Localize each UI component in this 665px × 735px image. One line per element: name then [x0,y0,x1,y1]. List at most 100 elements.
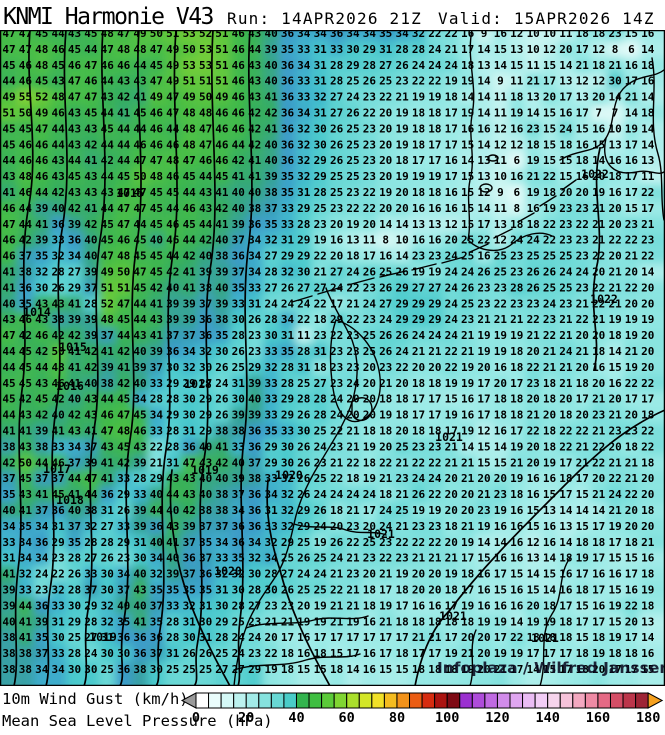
gust-value: 49 [101,266,114,279]
gust-value: 30 [232,393,245,406]
gust-cell [639,216,665,233]
gust-value: 46 [101,59,115,72]
gust-value: 13 [477,170,490,183]
gust-value: 16 [559,584,573,597]
gust-cell [66,152,83,169]
gust-value: 26 [527,266,541,279]
gust-value: 40 [2,504,15,517]
gust-value: 49 [133,30,146,40]
gust-value: 10 [395,234,408,247]
gust-value: 48 [183,107,196,120]
gust-value: 17 [625,568,638,581]
gust-value: 24 [461,266,475,279]
gust-value: 41 [166,536,180,549]
gust-cell [115,105,132,121]
gust-value: 42 [19,393,32,406]
gust-cell [475,248,493,264]
gust-value: 33 [281,202,294,215]
gust-value: 24 [264,297,278,310]
gust-value: 32 [84,520,97,533]
gust-value: 47 [117,297,130,310]
gust-cell [459,73,476,90]
gust-value: 20 [641,281,654,294]
gust-value: 25 [314,552,327,565]
gust-value: 18 [510,345,523,358]
gust-value: 17 [625,393,638,406]
colorbar-cell [233,692,247,709]
gust-value: 17 [363,504,376,517]
gust-value: 46 [215,122,229,135]
gust-value: 20 [379,138,392,151]
gust-value: 41 [248,154,262,167]
gust-value: 18 [510,361,523,374]
pressure-label: 1015 [59,340,87,354]
gust-value: 23 [346,345,359,358]
gust-value: 12 [592,43,605,56]
gust-value: 48 [166,154,179,167]
gust-cell [246,232,263,249]
gust-value: 23 [576,202,589,215]
gust-value: 45 [19,377,32,390]
gust-value: 26 [330,154,344,167]
gust-cell [606,264,624,280]
gust-cell [213,184,231,201]
gust-cell [295,73,313,90]
gust-value: 22 [576,313,589,326]
gust-value: 15 [445,393,458,406]
gust-value: 18 [625,536,638,549]
gust-value: 45 [150,250,163,263]
gust-value: 51 [2,107,16,120]
gust-value: 24 [445,266,459,279]
gust-value: 36 [199,313,213,326]
gust-value: 31 [281,329,295,342]
gust-value: 20 [395,377,408,390]
gust-value: 18 [428,186,441,199]
gust-cell [426,41,444,58]
colorbar-tick-label: 20 [238,710,255,726]
gust-value: 21 [576,345,590,358]
gust-value: 18 [527,218,540,231]
gust-value: 13 [428,218,441,231]
gust-cell [131,264,149,280]
gust-value: 17 [625,75,638,88]
gust-cell [82,232,100,249]
gust-cell [180,264,198,280]
gust-cell [361,105,378,121]
gust-value: 22 [608,472,621,485]
gust-value: 46 [150,122,164,135]
gust-value: 23 [248,345,261,358]
gust-value: 18 [494,409,507,422]
gust-cell [623,105,640,121]
gust-value: 44 [166,202,180,215]
gust-value: 48 [117,425,130,438]
gust-value: 44 [232,138,246,151]
gust-cell [459,184,476,201]
gust-value: 20 [461,504,474,517]
gust-value: 28 [68,584,81,597]
gust-value: 23 [330,361,343,374]
gust-value: 30 [346,43,359,56]
gust-value: 20 [494,472,507,485]
gust-cell [33,168,50,185]
colorbar-cell [484,692,498,709]
gust-value: 31 [297,361,311,374]
gust-cell [82,168,100,185]
gust-cell [361,264,378,280]
gust-value: 18 [395,647,408,660]
gust-value: 25 [363,345,376,358]
gust-cell [246,73,263,90]
colorbar-left-arrow [180,692,197,709]
gust-value: 41 [150,329,164,342]
gust-cell [213,41,231,58]
gust-value: 11 [494,154,508,167]
gust-cell [180,232,198,249]
gust-cell [180,57,198,74]
gust-value: 41 [35,488,49,501]
gust-value: 30 [117,647,130,660]
gust-value: 32 [51,250,64,263]
gust-value: 17 [461,552,474,565]
gust-value: 17 [592,552,605,565]
gust-value: 17 [330,297,343,310]
gust-cell [639,57,665,74]
gust-value: 15 [608,552,621,565]
